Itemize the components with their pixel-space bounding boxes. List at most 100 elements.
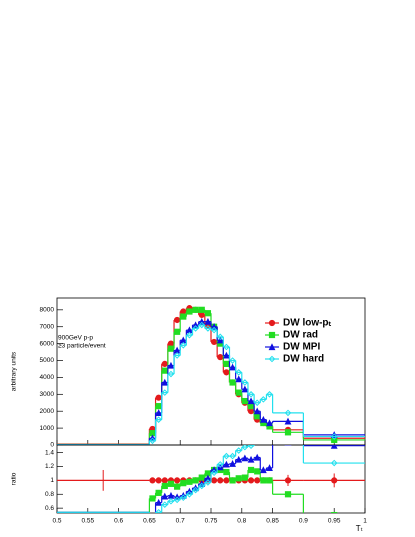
data-marker — [155, 403, 162, 410]
data-marker — [241, 445, 249, 451]
data-marker — [229, 363, 236, 371]
data-marker — [149, 495, 156, 502]
data-marker — [179, 342, 187, 349]
data-marker — [180, 308, 187, 315]
data-marker — [235, 455, 243, 463]
data-marker — [254, 477, 261, 484]
data-marker — [241, 379, 249, 386]
y-tick-label: 6000 — [40, 340, 55, 347]
data-marker — [241, 385, 249, 393]
data-marker — [167, 345, 175, 352]
data-marker — [235, 475, 242, 482]
data-marker — [186, 331, 193, 339]
x-tick-label: 0.9 — [299, 518, 308, 525]
data-marker — [247, 391, 255, 398]
data-marker — [186, 490, 193, 498]
data-marker — [266, 464, 273, 471]
data-marker — [253, 453, 261, 461]
data-marker — [235, 375, 243, 383]
data-marker — [247, 403, 255, 410]
data-marker — [284, 429, 292, 436]
data-marker — [223, 360, 230, 367]
data-marker — [330, 459, 338, 467]
data-marker — [229, 452, 236, 460]
data-marker — [149, 477, 156, 484]
data-marker — [260, 477, 267, 484]
data-marker — [284, 491, 292, 498]
legend-label: DW low-pₜ — [283, 318, 332, 329]
data-marker — [155, 477, 162, 484]
data-marker — [155, 489, 162, 496]
data-marker — [330, 445, 338, 449]
data-marker — [210, 469, 218, 477]
legend-marker — [268, 331, 276, 339]
annotation: ≥3 particle/event — [58, 343, 106, 350]
data-marker — [331, 511, 338, 513]
data-marker — [259, 466, 267, 474]
data-marker — [217, 354, 224, 361]
data-marker — [174, 316, 181, 324]
data-marker — [210, 338, 218, 346]
data-marker — [174, 477, 181, 484]
x-tick-label: 0.7 — [176, 518, 185, 525]
data-marker — [204, 325, 212, 332]
data-marker — [198, 306, 205, 313]
data-marker — [254, 413, 261, 420]
data-marker — [266, 419, 273, 427]
data-marker — [216, 461, 224, 468]
y-axis-label: arbitrary units — [11, 351, 18, 391]
data-marker — [223, 468, 230, 476]
data-marker — [204, 317, 212, 325]
x-tick-label: 0.6 — [114, 518, 123, 525]
data-marker — [161, 477, 168, 484]
legend-marker — [268, 343, 276, 351]
data-marker — [260, 396, 267, 403]
data-marker — [198, 321, 206, 329]
y-tick-label: 4000 — [40, 374, 55, 381]
data-marker — [192, 477, 199, 484]
data-marker — [235, 369, 243, 376]
data-marker — [217, 477, 224, 484]
data-marker — [331, 477, 338, 484]
data-marker — [186, 308, 193, 315]
data-marker — [229, 379, 236, 386]
data-marker — [266, 477, 273, 484]
data-marker — [216, 336, 224, 344]
data-marker — [253, 399, 261, 407]
x-tick-label: 0.55 — [81, 518, 94, 525]
x-tick-label: 0.5 — [52, 518, 61, 525]
data-marker — [149, 437, 156, 445]
data-marker — [155, 409, 163, 416]
data-marker — [284, 477, 292, 484]
data-marker — [204, 310, 212, 317]
data-marker — [253, 407, 261, 415]
data-marker — [210, 323, 218, 330]
data-marker — [266, 391, 273, 398]
data-marker — [247, 408, 255, 415]
data-marker — [261, 408, 266, 413]
x-tick-label: 1 — [363, 518, 367, 525]
x-tick-label: 0.95 — [328, 518, 341, 525]
data-marker — [155, 498, 163, 506]
data-marker — [161, 501, 169, 508]
data-marker — [198, 317, 206, 325]
data-marker — [192, 486, 199, 494]
x-tick-label: 0.8 — [237, 518, 246, 525]
data-marker — [247, 397, 255, 405]
data-marker — [255, 431, 260, 436]
data-marker — [161, 367, 168, 374]
data-marker — [284, 445, 292, 446]
data-marker — [241, 474, 248, 481]
data-marker — [210, 477, 218, 484]
data-marker — [150, 529, 155, 534]
data-marker — [223, 369, 230, 376]
data-marker — [229, 477, 236, 484]
data-marker — [192, 325, 199, 332]
data-marker — [161, 492, 169, 500]
legend-label: DW hard — [283, 354, 324, 365]
data-marker — [223, 343, 230, 351]
data-marker — [198, 482, 206, 490]
data-marker — [161, 360, 168, 367]
data-marker — [241, 397, 248, 405]
